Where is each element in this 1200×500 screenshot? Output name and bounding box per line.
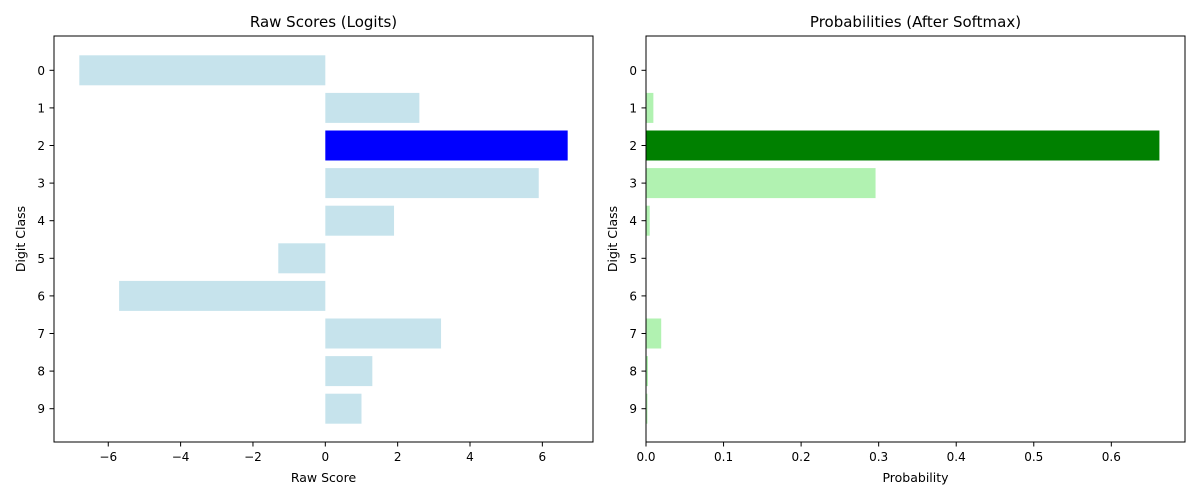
bar-digit-6 <box>119 280 326 311</box>
y-tick-label: 8 <box>629 365 637 379</box>
chart-title: Probabilities (After Softmax) <box>810 13 1021 31</box>
axes-frame <box>53 35 594 443</box>
x-tick-label: 4 <box>466 450 474 464</box>
y-tick-label: 4 <box>629 214 637 228</box>
bar-digit-2 <box>325 130 568 161</box>
bar-digit-5 <box>278 243 326 274</box>
bar-digit-3 <box>646 168 876 199</box>
x-tick-label: −4 <box>172 450 190 464</box>
y-tick-label: 6 <box>629 289 637 303</box>
y-tick-label: 0 <box>629 64 637 78</box>
x-tick-label: 0.6 <box>1102 450 1121 464</box>
x-tick-label: 2 <box>394 450 402 464</box>
y-tick-label: 7 <box>37 327 45 341</box>
x-tick-label: 0.2 <box>792 450 811 464</box>
y-axis-label: Digit Class <box>605 206 620 272</box>
y-tick-label: 2 <box>37 139 45 153</box>
bar-digit-8 <box>325 356 373 387</box>
y-tick-label: 4 <box>37 214 45 228</box>
x-axis-label: Raw Score <box>291 470 357 485</box>
y-tick-label: 2 <box>629 139 637 153</box>
bar-digit-4 <box>325 205 395 236</box>
y-tick-label: 3 <box>37 177 45 191</box>
bar-digit-3 <box>325 168 539 199</box>
y-tick-label: 6 <box>37 289 45 303</box>
x-tick-label: 0.4 <box>947 450 966 464</box>
x-tick-label: −2 <box>244 450 262 464</box>
bar-digit-7 <box>325 318 442 349</box>
softmax-chart: 0.0 0.1 0.2 0.3 0.4 0.5 0.6 0 1 2 3 4 5 6 7 8 9 Probabili… <box>605 13 1186 485</box>
x-tick-label: 0.0 <box>636 450 655 464</box>
bar-digit-7 <box>646 318 662 349</box>
bar-digit-9 <box>646 393 648 424</box>
x-tick-label: 0.1 <box>714 450 733 464</box>
bar-digit-8 <box>646 356 649 387</box>
y-tick-label: 5 <box>37 252 45 266</box>
y-tick-label: 0 <box>37 64 45 78</box>
bar-digit-1 <box>325 92 420 123</box>
chart-title: Raw Scores (Logits) <box>250 13 397 31</box>
y-tick-label: 1 <box>629 101 637 115</box>
x-tick-label: 0.5 <box>1024 450 1043 464</box>
y-axis-label: Digit Class <box>13 206 28 272</box>
bar-digit-1 <box>646 92 654 123</box>
y-tick-label: 9 <box>37 402 45 416</box>
x-tick-label: −6 <box>99 450 117 464</box>
y-tick-label: 1 <box>37 101 45 115</box>
bar-digit-4 <box>646 205 650 236</box>
x-tick-label: 0.3 <box>869 450 888 464</box>
y-tick-label: 9 <box>629 402 637 416</box>
y-tick-label: 8 <box>37 365 45 379</box>
y-tick-label: 7 <box>629 327 637 341</box>
x-axis-label: Probability <box>882 470 949 485</box>
bar-digit-9 <box>325 393 362 424</box>
logits-chart: −6 −4 −2 0 2 4 6 0 1 2 3 4 5 6 7 8 9 Raw Scores (Logits) R… <box>13 13 594 485</box>
y-tick-label: 5 <box>629 252 637 266</box>
x-tick-label: 0 <box>321 450 329 464</box>
axes-frame <box>645 35 1186 443</box>
x-tick-label: 6 <box>539 450 547 464</box>
y-tick-label: 3 <box>629 177 637 191</box>
bar-digit-2 <box>646 130 1160 161</box>
bar-digit-0 <box>79 55 326 86</box>
